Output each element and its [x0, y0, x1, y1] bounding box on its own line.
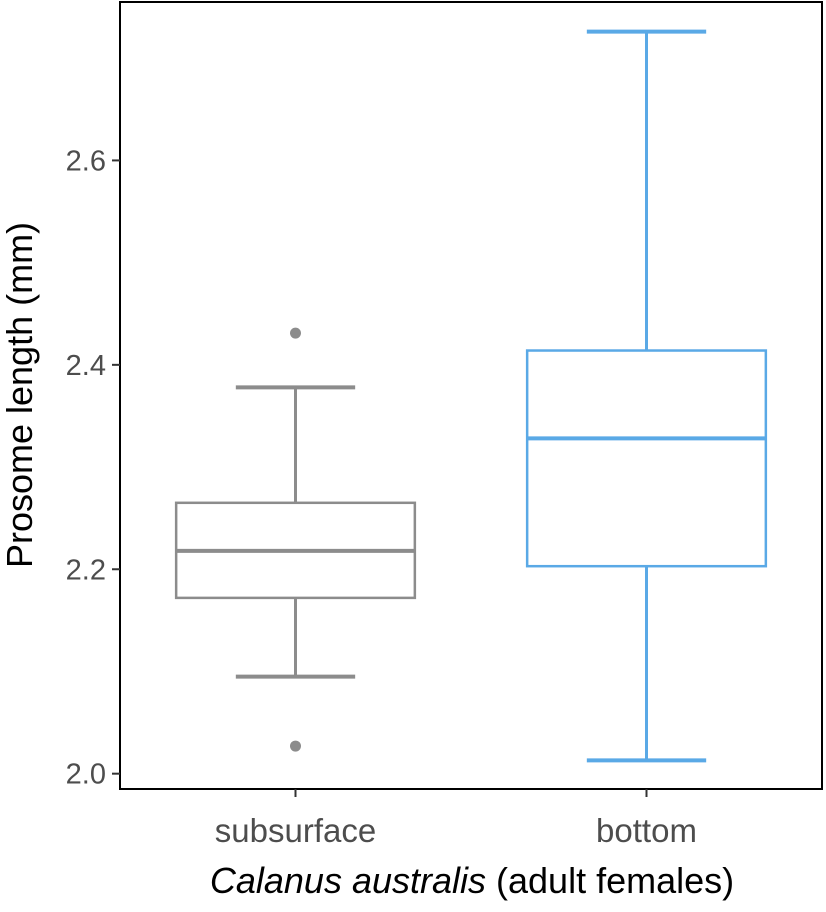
y-tick-label: 2.0: [66, 759, 106, 791]
x-axis: subsurface bottom: [215, 789, 697, 849]
x-axis-title-species: Calanus australis: [210, 860, 486, 901]
box-iqr: [525, 349, 768, 568]
outlier-point: [290, 327, 301, 339]
y-tick-label: 2.6: [66, 145, 106, 177]
y-axis: 2.0 2.2 2.4 2.6: [66, 145, 120, 791]
outlier-point: [290, 740, 301, 752]
y-axis-title: Prosome length (mm): [0, 222, 40, 568]
x-axis-title: Calanus australis (adult females): [210, 860, 734, 901]
y-tick-label: 2.2: [66, 554, 106, 586]
x-axis-title-rest: (adult females): [486, 860, 734, 901]
box-group-subsurface: [174, 327, 417, 752]
x-tick-label: bottom: [596, 812, 697, 849]
boxes: [174, 29, 768, 763]
box-group-bottom: [525, 29, 768, 763]
y-tick-label: 2.4: [66, 350, 106, 382]
x-tick-label: subsurface: [215, 812, 376, 849]
